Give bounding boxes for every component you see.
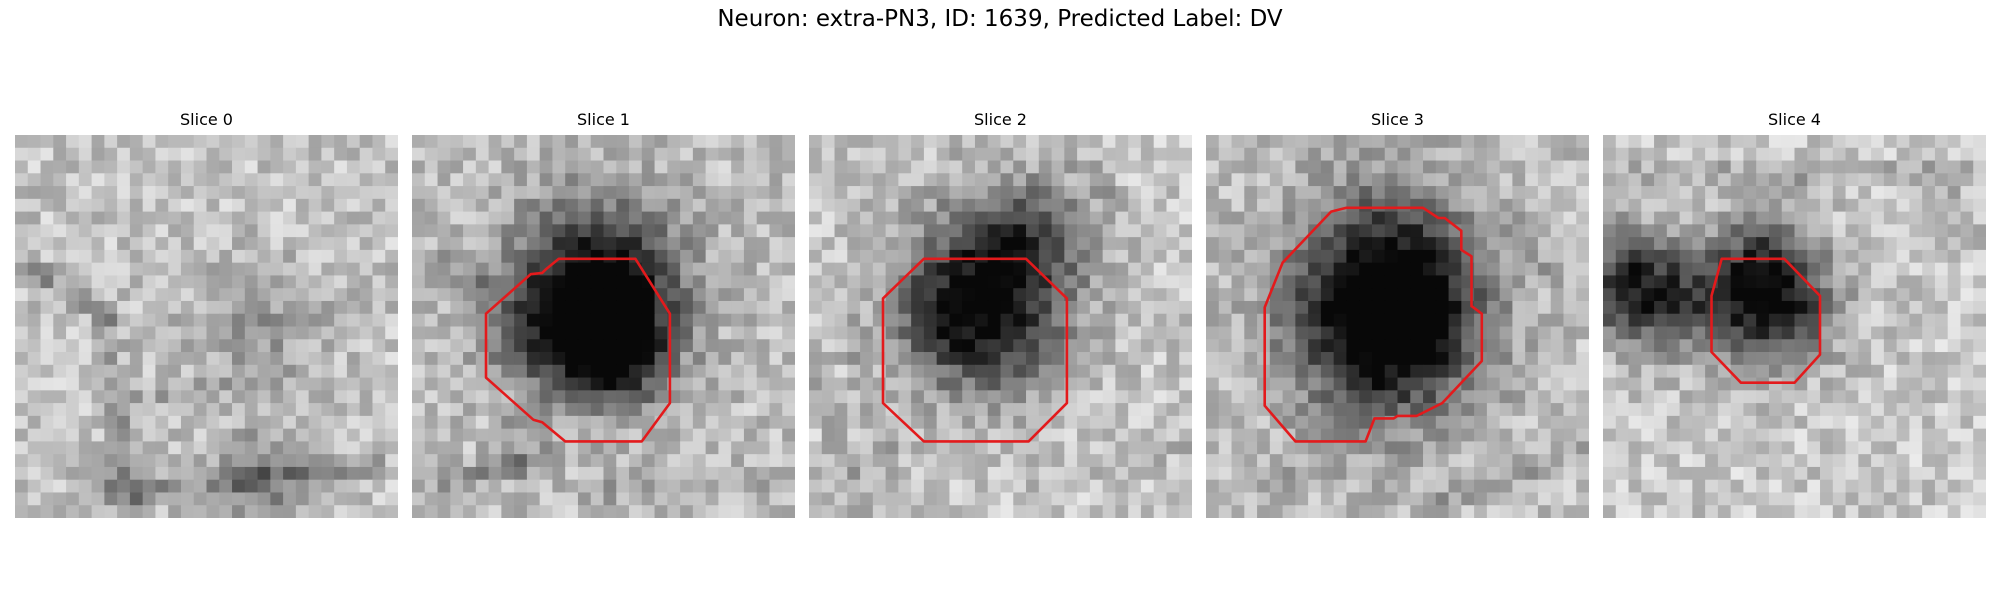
- figure-title: Neuron: extra-PN3, ID: 1639, Predicted L…: [717, 6, 1283, 32]
- slice-image: [1603, 135, 1986, 518]
- slice-image: [1206, 135, 1589, 518]
- neuron-contour: [881, 257, 1069, 443]
- slice-image: [809, 135, 1192, 518]
- slice-title: Slice 2: [974, 110, 1027, 129]
- slice-title: Slice 1: [577, 110, 630, 129]
- slice-image: [15, 135, 398, 518]
- slice-image: [412, 135, 795, 518]
- slice-title: Slice 4: [1768, 110, 1821, 129]
- slice-title: Slice 0: [180, 110, 233, 129]
- neuron-contour: [1710, 257, 1822, 384]
- neuron-contour: [1263, 206, 1484, 443]
- neuron-contour: [484, 257, 672, 443]
- slice-title: Slice 3: [1371, 110, 1424, 129]
